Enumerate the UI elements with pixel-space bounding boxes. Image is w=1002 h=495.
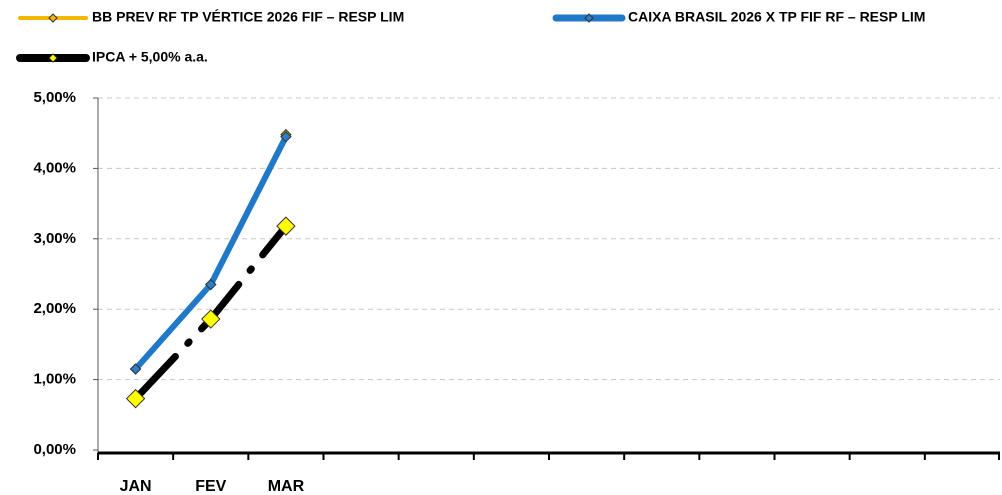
data-marker — [280, 131, 292, 143]
data-marker — [205, 278, 217, 291]
legend-label: BB PREV RF TP VÉRTICE 2026 FIF – RESP LI… — [92, 9, 404, 25]
data-marker — [276, 216, 296, 236]
x-tick-label: MAR — [268, 478, 305, 495]
y-tick-label: 5,00% — [33, 89, 76, 106]
y-tick-label: 4,00% — [33, 159, 76, 176]
legend-label: CAIXA BRASIL 2026 X TP FIF RF – RESP LIM — [628, 9, 925, 25]
y-tick-label: 3,00% — [33, 230, 76, 247]
x-tick-label: JAN — [120, 478, 152, 495]
legend-marker — [584, 13, 594, 23]
x-tick-label: FEV — [195, 478, 226, 495]
legend-label: IPCA + 5,00% a.a. — [92, 49, 208, 65]
data-marker — [125, 388, 146, 409]
y-tick-label: 0,00% — [33, 441, 76, 458]
legend-marker — [48, 53, 58, 63]
data-marker — [201, 309, 221, 329]
y-tick-label: 2,00% — [33, 300, 76, 317]
data-marker — [129, 363, 142, 375]
legend-marker — [48, 13, 58, 23]
y-tick-label: 1,00% — [33, 371, 76, 388]
